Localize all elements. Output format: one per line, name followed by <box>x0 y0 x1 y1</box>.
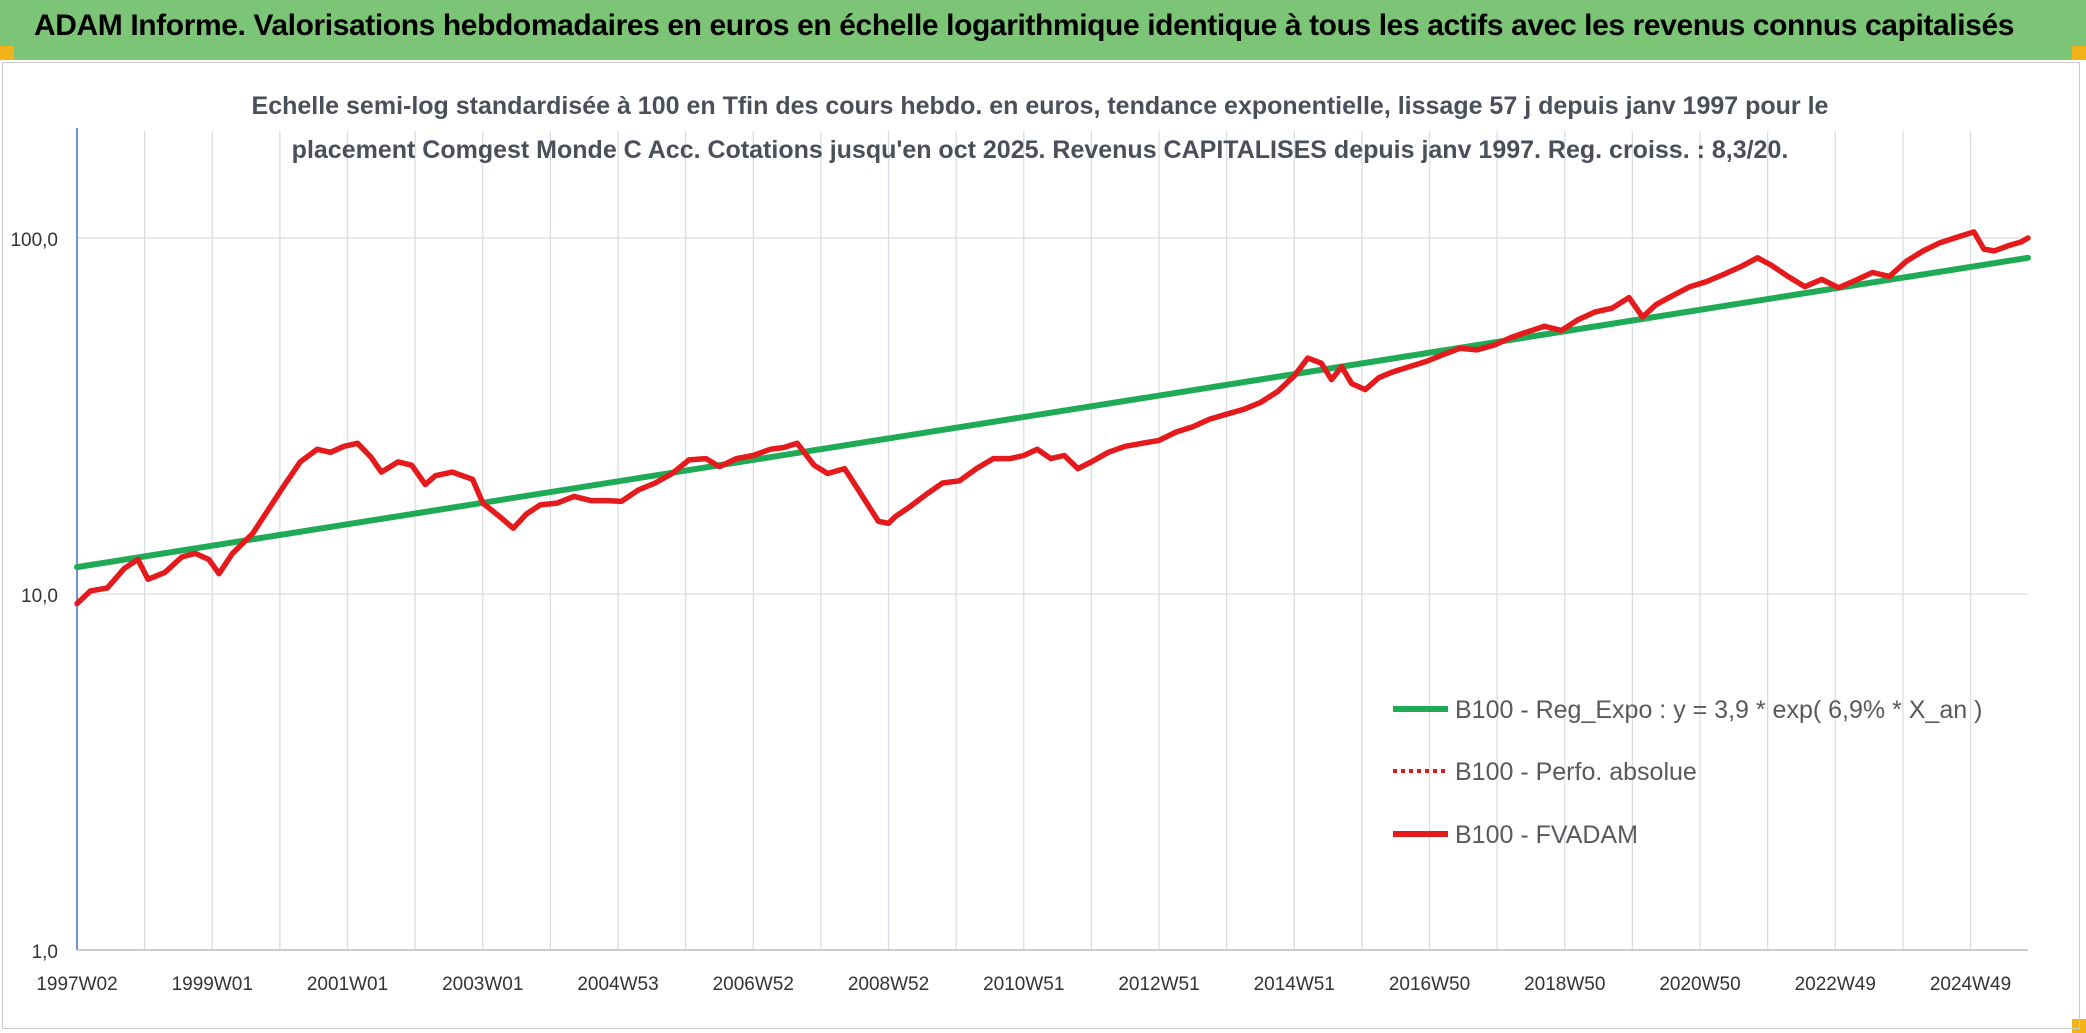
y-tick-label: 10,0 <box>21 586 58 607</box>
x-tick-label: 2016W50 <box>1389 974 1470 995</box>
gridlines <box>76 130 2028 951</box>
legend-label: B100 - Reg_Expo : y = 3,9 * exp( 6,9% * … <box>1455 696 1982 724</box>
x-tick-label: 1999W01 <box>172 974 253 995</box>
x-tick-label: 2020W50 <box>1659 974 1740 995</box>
series-line-3 <box>74 229 2031 607</box>
x-tick-label: 2006W52 <box>713 974 794 995</box>
corner-marker-top-right <box>2072 46 2086 60</box>
y-tick-label: 100,0 <box>10 230 58 251</box>
legend-label: B100 - FVADAM <box>1455 821 1638 849</box>
report-banner: ADAM Informe. Valorisations hebdomadaire… <box>0 0 2086 60</box>
x-tick-label: 2003W01 <box>442 974 523 995</box>
x-tick-label: 2018W50 <box>1524 974 1605 995</box>
x-tick-label: 2022W49 <box>1795 974 1876 995</box>
trend-line <box>74 254 2031 571</box>
legend-label: B100 - Perfo. absolue <box>1455 758 1697 786</box>
chart-frame <box>2 62 2080 1029</box>
x-tick-label: 2001W01 <box>307 974 388 995</box>
chart-subtitle-line-2: placement Comgest Monde C Acc. Cotations… <box>292 136 1789 164</box>
series <box>74 229 2031 607</box>
tick-labels: 1,0 10,0 100,0 1997W02 1999W01 2001W01 2003W01… <box>10 230 2011 995</box>
x-tick-label: 2004W53 <box>577 974 658 995</box>
report-title: ADAM Informe. Valorisations hebdomadaire… <box>34 9 2015 42</box>
x-tick-label: 2010W51 <box>983 974 1064 995</box>
x-tick-label: 1997W02 <box>36 974 117 995</box>
corner-marker-top-left <box>0 46 14 60</box>
x-tick-label: 2014W51 <box>1254 974 1335 995</box>
legend: B100 - Reg_Expo : y = 3,9 * exp( 6,9% * … <box>1393 696 1982 849</box>
x-tick-label: 2012W51 <box>1118 974 1199 995</box>
x-tick-label: 2024W49 <box>1930 974 2011 995</box>
y-tick-label: 1,0 <box>32 942 58 963</box>
x-tick-label: 2008W52 <box>848 974 929 995</box>
chart-subtitle-line-1: Echelle semi-log standardisée à 100 en T… <box>252 92 1829 120</box>
axes <box>76 128 2028 951</box>
